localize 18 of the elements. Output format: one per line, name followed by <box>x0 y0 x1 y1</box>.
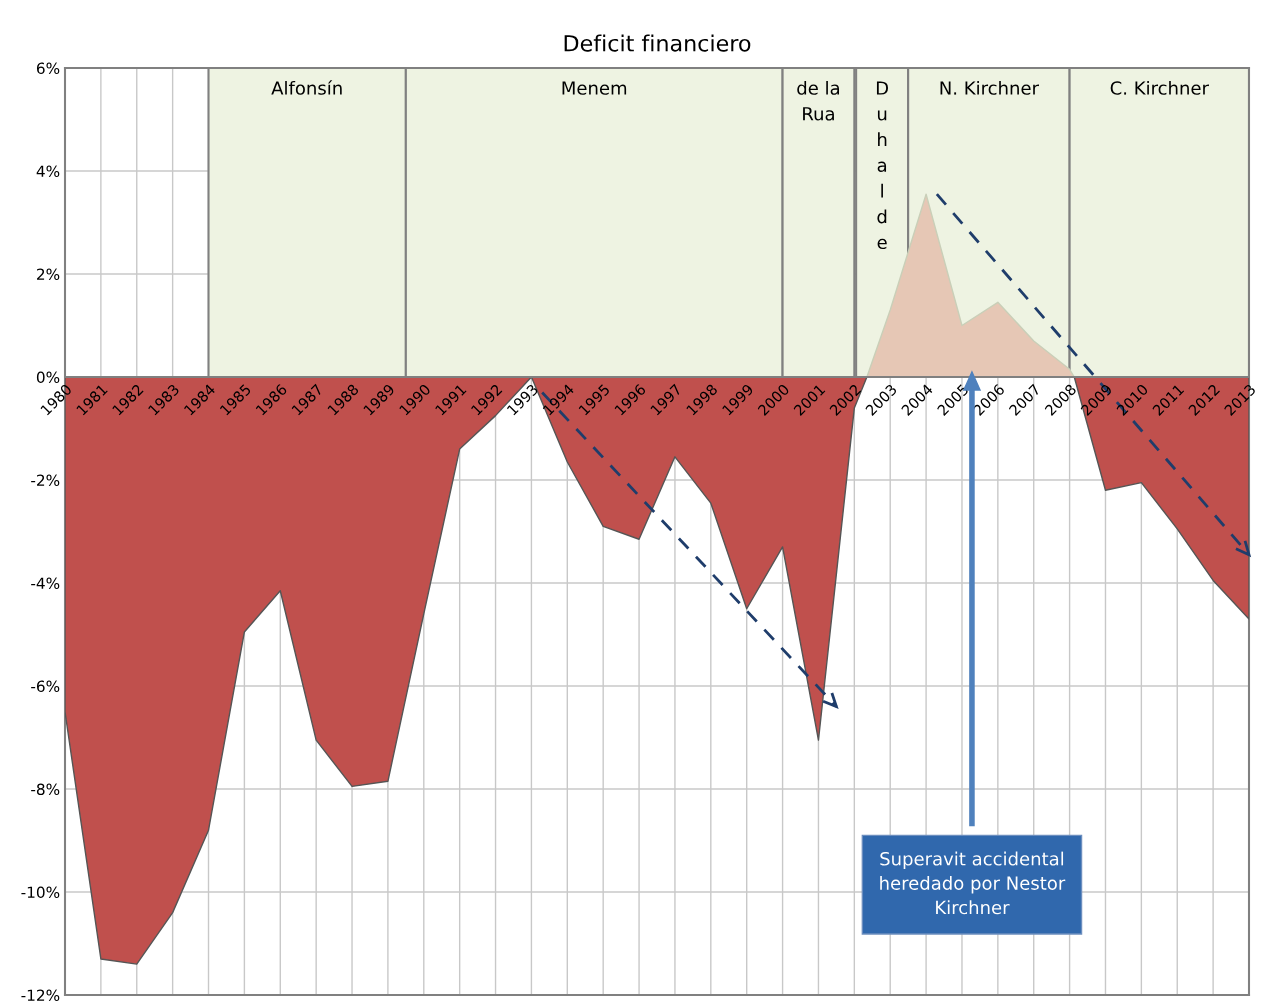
y-tick-label: 4% <box>36 165 60 178</box>
y-tick-label: -8% <box>31 783 60 796</box>
band-label: Menem <box>562 81 627 95</box>
y-tick-label: -10% <box>21 886 60 899</box>
chart-title: Deficit financiero <box>564 34 751 52</box>
band-label: C. Kirchner <box>1110 80 1209 95</box>
y-tick-label: -2% <box>31 474 60 487</box>
band-label: Alfonsín <box>271 80 342 95</box>
annotation: Superavit accidental heredado por Nestor Kirchner <box>880 851 1066 915</box>
y-tick-label: -12% <box>21 989 60 1002</box>
band-label: de la Rua <box>797 80 840 121</box>
y-tick-label: 0% <box>36 371 60 384</box>
y-tick-label: -4% <box>31 577 60 590</box>
y-tick-label: 2% <box>37 268 60 281</box>
y-tick-label: -6% <box>31 680 60 693</box>
y-tick-label: 6% <box>36 62 60 75</box>
band-label: D u h a l d e <box>876 81 889 250</box>
band-label: N. Kirchner <box>940 80 1039 95</box>
